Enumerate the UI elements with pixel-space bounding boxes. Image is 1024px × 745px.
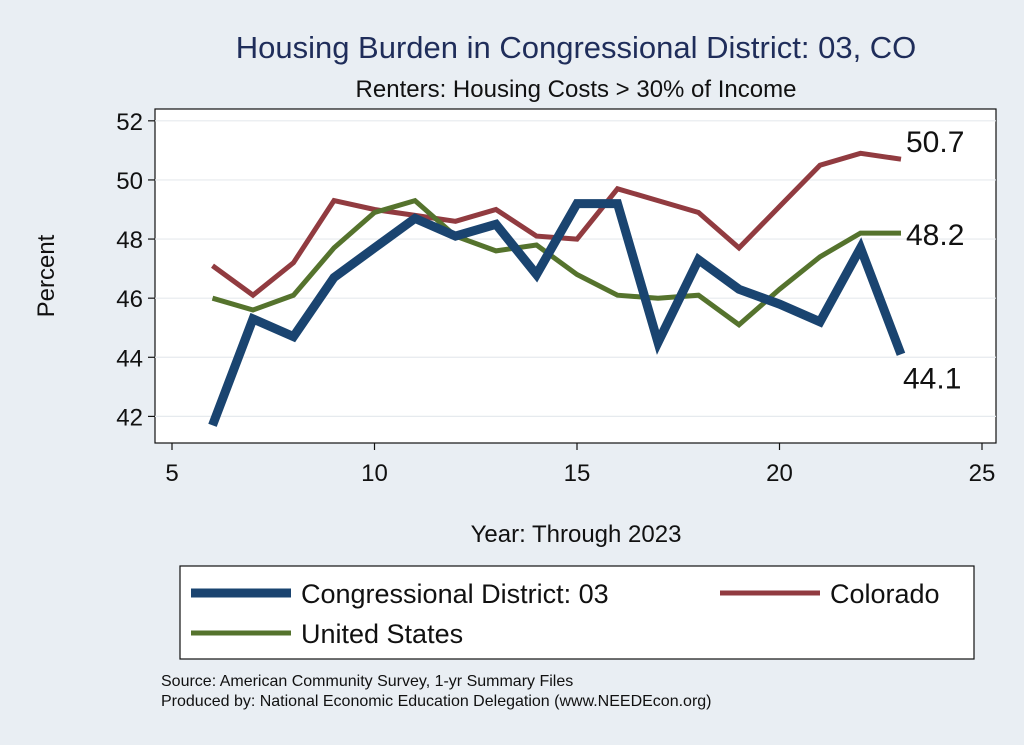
legend-label-united-states: United States: [301, 619, 463, 649]
chart-title: Housing Burden in Congressional District…: [236, 30, 917, 65]
axes: 42 44 46 48 50 52 5 10 15 20 25: [116, 109, 995, 487]
legend-label-colorado: Colorado: [830, 579, 940, 609]
end-label-congressional-district-03: 44.1: [903, 362, 961, 395]
x-tick-label-20: 20: [766, 460, 793, 487]
y-tick-label-44: 44: [116, 345, 143, 372]
y-tick-label-52: 52: [116, 109, 143, 136]
series-line-united-states: [211, 197, 901, 329]
y-axis-label: Percent: [33, 234, 60, 317]
end-label-united-states: 48.2: [906, 219, 964, 252]
x-tick-label-15: 15: [564, 460, 591, 487]
y-tick-label-46: 46: [116, 286, 143, 313]
x-tick-label-10: 10: [361, 460, 388, 487]
legend-label-congressional-district: Congressional District: 03: [301, 579, 609, 609]
x-tick-label-5: 5: [165, 460, 178, 487]
series-lines: [208, 150, 906, 427]
end-labels: 44.1 50.7 48.2: [903, 126, 964, 395]
y-tick-label-50: 50: [116, 168, 143, 195]
series-line-congressional-district-03: [208, 199, 906, 427]
chart-subtitle: Renters: Housing Costs > 30% of Income: [356, 76, 797, 103]
y-tick-label-48: 48: [116, 227, 143, 254]
legend: Congressional District: 03 Colorado Unit…: [179, 565, 975, 660]
produced-by-note: Produced by: National Economic Education…: [161, 693, 712, 710]
y-tick-label-42: 42: [116, 404, 143, 431]
x-tick-label-25: 25: [969, 460, 996, 487]
legend-box: [179, 565, 975, 660]
x-axis-label: Year: Through 2023: [471, 521, 682, 548]
source-note: Source: American Community Survey, 1-yr …: [161, 673, 573, 690]
end-label-colorado: 50.7: [906, 126, 964, 159]
gridlines: [155, 120, 996, 417]
